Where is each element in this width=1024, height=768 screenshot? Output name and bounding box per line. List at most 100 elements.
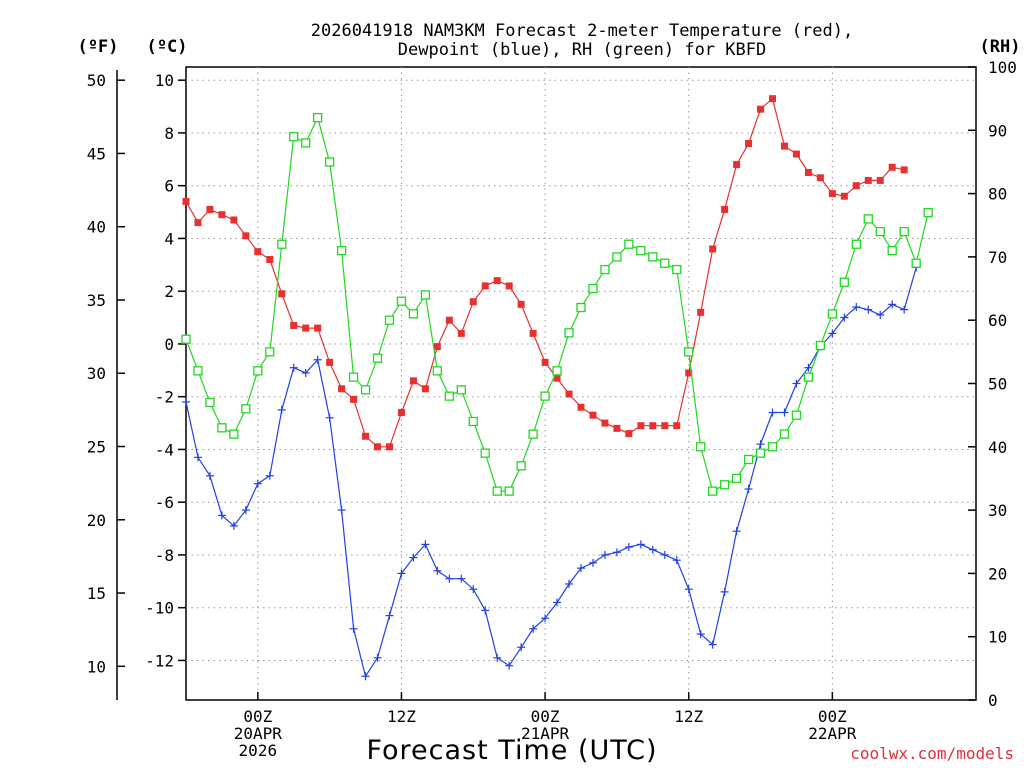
dewpoint-point [792,379,801,388]
rh-point [863,214,873,224]
celsius-axis-unit: (ºC) [147,37,188,57]
rh-point [648,252,658,262]
rh-point [696,442,706,452]
temperature-point [828,190,836,198]
celsius-tick-label: 2 [164,282,174,301]
dewpoint-point [217,511,226,520]
dewpoint-point [888,300,897,309]
fahrenheit-tick-label: 20 [87,511,106,530]
temperature-point [745,139,753,147]
rh-point [265,347,275,357]
temperature-point [182,198,190,206]
temperature-point [529,329,537,337]
rh-point [408,309,419,319]
rh-point [241,404,251,414]
series-line [185,267,917,678]
dewpoint-point [289,363,298,372]
rh-point [301,138,311,148]
series-line [185,115,929,492]
temperature-point [302,324,310,332]
celsius-tick-label: 6 [164,177,174,196]
celsius-tick-label: -4 [155,440,174,459]
rh-point [923,207,933,218]
dewpoint-point [385,611,394,620]
rh-point [468,416,478,427]
temperature-point [266,256,274,264]
temperature-point [362,432,370,440]
rh-point [504,486,514,496]
dewpoint-point [756,440,765,449]
rh-tick-label: 60 [988,311,1007,330]
x-tick-label: 00Z [531,707,560,726]
plot-frame [185,66,977,701]
dewpoint-point [768,408,777,417]
grid-layer [186,67,976,700]
dewpoint-point [433,566,442,575]
dewpoint-point [780,408,789,417]
dewpoint-point [229,521,238,530]
rh-point [911,258,921,268]
dewpoint-point [349,624,358,633]
rh-point [612,252,622,262]
dewpoint-point [469,585,478,594]
temperature-point [517,300,525,308]
temperature-point [493,277,501,285]
series-layer [181,95,933,681]
temperature-point [709,245,717,253]
dewpoint-point [804,363,813,372]
rh-point [217,423,227,433]
temperature-point [278,290,286,298]
temperature-point [840,192,848,200]
fahrenheit-tick-label: 50 [87,71,106,90]
chart-title-line2: Dewpoint (blue), RH (green) for KBFD [398,40,766,60]
rh-point [815,340,826,351]
temperature-point [254,248,262,256]
rh-tick-label: 40 [988,438,1007,457]
celsius-tick-label: 10 [155,71,174,90]
temperature-point [481,282,489,290]
rh-tick-label: 80 [988,185,1007,204]
temperature-point [888,163,896,171]
rh-point [313,112,323,123]
rh-point [767,442,778,452]
temperature-point [780,142,788,150]
rh-point [432,366,443,376]
x-tick-label: 20APR [234,724,283,743]
rh-point [851,239,861,249]
x-tick-label: 00Z [818,707,847,726]
temperature-point [206,205,214,213]
rh-point [420,290,431,300]
celsius-tick-label: -10 [145,599,174,618]
rh-tick-label: 70 [988,248,1007,267]
temperature-point [757,105,765,113]
rh-point [672,264,682,275]
rh-point [875,226,885,237]
dewpoint-point [864,305,873,314]
rh-point [277,239,287,249]
temperature-point [433,343,441,351]
temperature-point [613,424,621,432]
rh-point [528,429,538,439]
temperature-point [409,377,417,385]
rh-point [839,277,849,287]
dewpoint-point [325,413,334,422]
fahrenheit-tick-label: 45 [87,144,106,163]
rh-point [348,372,359,382]
rh-point [229,429,239,439]
dewpoint-point [505,661,514,670]
temperature-point [445,316,453,324]
dewpoint-point [684,585,693,594]
rh-axis-unit: (RH) [980,37,1021,57]
temperature-point [721,205,729,213]
rh-point [456,385,466,395]
temperature-point [864,176,872,184]
dewpoint-point [600,550,609,559]
rh-point [336,245,347,256]
temperature-point [769,95,777,103]
temperature-point [553,374,561,382]
x-tick-label: 12Z [387,707,416,726]
dewpoint-point [720,587,729,596]
fahrenheit-tick-label: 30 [87,364,106,383]
temperature-point [661,422,669,430]
